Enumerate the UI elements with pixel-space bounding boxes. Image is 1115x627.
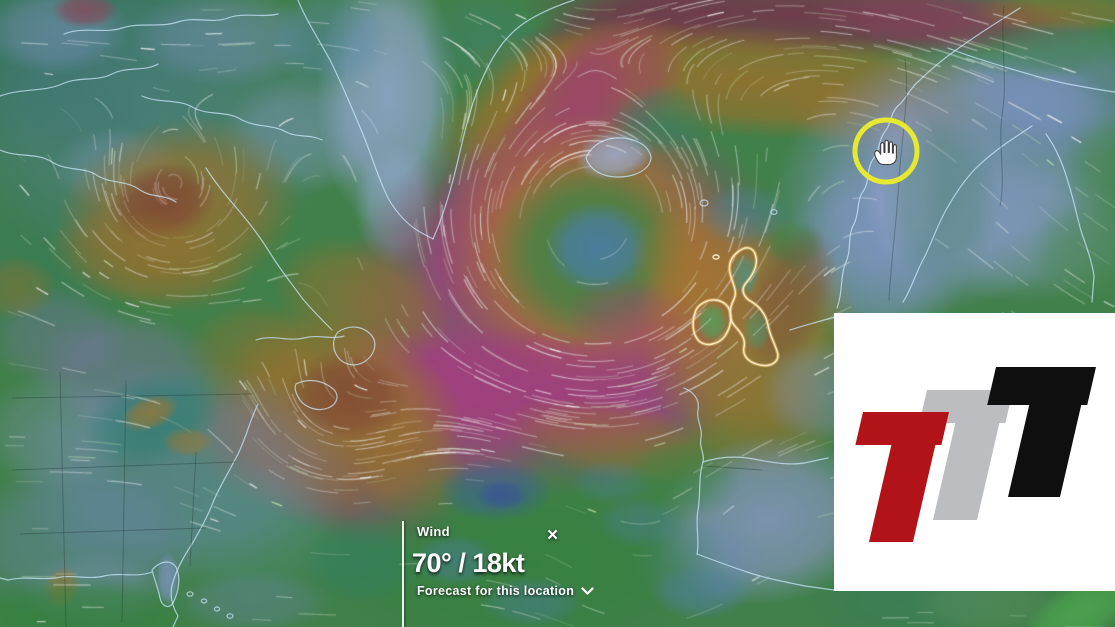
brand-watermark <box>834 313 1115 591</box>
letter-t-red <box>855 412 949 542</box>
close-icon[interactable]: × <box>543 524 562 547</box>
forecast-link-label: Forecast for this location <box>417 584 575 598</box>
wind-reading: 70° / 18kt <box>412 548 525 578</box>
picker-layer-label: Wind <box>417 524 450 539</box>
forecast-link[interactable]: Forecast for this location <box>417 584 594 598</box>
chevron-down-icon <box>581 586 594 595</box>
letter-t-black <box>987 367 1096 497</box>
